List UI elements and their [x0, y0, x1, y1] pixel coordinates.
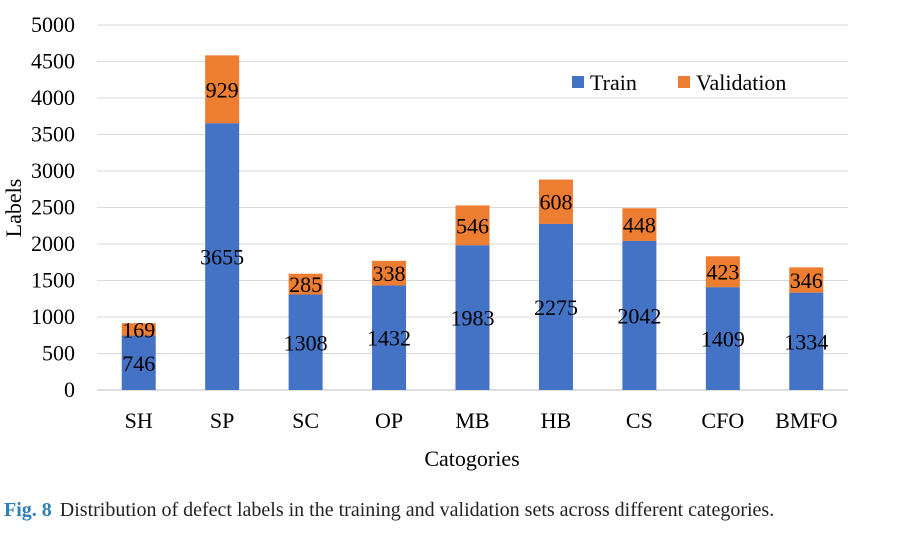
bar-train-cfo	[705, 287, 740, 390]
bar-validation-op	[372, 260, 407, 286]
bar-train-sp	[205, 123, 240, 390]
bar-train-hb	[538, 223, 573, 390]
legend-swatch-validation	[678, 76, 690, 88]
y-tick-label: 4000	[31, 85, 75, 110]
data-label-train: 2275	[534, 295, 578, 320]
bar-validation-bmfo	[789, 267, 824, 293]
stacked-bar-chart: 746 169 3655 929 1308 285 1432 338 1983 546 2275 60…	[1, 12, 848, 471]
bar-validation-cfo	[705, 256, 740, 288]
bar-validation-hb	[538, 179, 573, 224]
x-tick-label: SP	[210, 408, 234, 433]
legend: Train Validation	[572, 70, 786, 95]
data-label-train: 2042	[617, 303, 661, 328]
data-label-validation: 285	[289, 272, 322, 297]
figure-caption-label: Fig. 8	[4, 499, 52, 521]
data-label-train: 746	[122, 351, 155, 376]
y-tick-label: 1500	[31, 268, 75, 293]
x-tick-label: SC	[292, 408, 319, 433]
x-tick-label: SH	[125, 408, 153, 433]
data-label-train: 1308	[284, 330, 328, 355]
data-label-validation: 338	[373, 261, 406, 286]
bar-validation-mb	[455, 205, 490, 246]
bar-validation-cs	[622, 208, 657, 241]
data-label-validation: 169	[122, 317, 155, 342]
y-tick-label: 2500	[31, 195, 75, 220]
y-tick-label: 0	[64, 377, 75, 402]
bars	[121, 55, 824, 390]
bar-validation-sp	[205, 55, 240, 124]
y-tick-label: 5000	[31, 12, 75, 37]
data-label-validation: 423	[706, 260, 739, 285]
bar-train-sh	[121, 335, 156, 390]
data-label-train: 1334	[784, 329, 828, 354]
legend-label-validation: Validation	[696, 70, 786, 95]
y-tick-label: 3000	[31, 158, 75, 183]
x-tick-label: CFO	[701, 408, 744, 433]
data-label-validation: 546	[456, 213, 489, 238]
bar-train-mb	[455, 245, 490, 390]
data-label-train: 3655	[200, 245, 244, 270]
bar-train-sc	[288, 294, 323, 390]
bar-validation-sc	[288, 273, 323, 295]
y-axis-label: Labels	[1, 179, 26, 238]
x-axis-ticks: SH SP SC OP MB HB CS CFO BMFO	[125, 408, 838, 433]
data-label-validation: 346	[790, 268, 823, 293]
x-axis-label: Catogories	[424, 446, 519, 471]
bar-train-op	[372, 285, 407, 390]
bar-validation-sh	[121, 323, 156, 336]
data-label-validation: 929	[206, 77, 239, 102]
bar-train-bmfo	[789, 292, 824, 390]
y-tick-label: 1000	[31, 304, 75, 329]
data-labels: 746 169 3655 929 1308 285 1432 338 1983 546 2275 60…	[122, 77, 828, 375]
x-tick-label: OP	[375, 408, 403, 433]
figure-caption: Fig. 8 Distribution of defect labels in t…	[4, 499, 894, 522]
data-label-train: 1409	[701, 327, 745, 352]
data-label-validation: 448	[623, 213, 656, 238]
bar-train-cs	[622, 240, 657, 390]
data-label-validation: 608	[539, 190, 572, 215]
data-label-train: 1432	[367, 326, 411, 351]
legend-swatch-train	[572, 76, 584, 88]
x-tick-label: HB	[541, 408, 572, 433]
y-tick-label: 2000	[31, 231, 75, 256]
y-axis-ticks: 0 500 1000 1500 2000 2500 3000 3500 4000 4500 5000	[31, 12, 75, 402]
x-tick-label: CS	[626, 408, 653, 433]
x-tick-label: MB	[455, 408, 489, 433]
y-tick-label: 4500	[31, 49, 75, 74]
y-tick-label: 3500	[31, 122, 75, 147]
legend-label-train: Train	[590, 70, 637, 95]
x-tick-label: BMFO	[775, 408, 837, 433]
y-tick-label: 500	[42, 341, 75, 366]
figure-caption-text: Distribution of defect labels in the tra…	[59, 499, 775, 521]
data-label-train: 1983	[451, 306, 495, 331]
